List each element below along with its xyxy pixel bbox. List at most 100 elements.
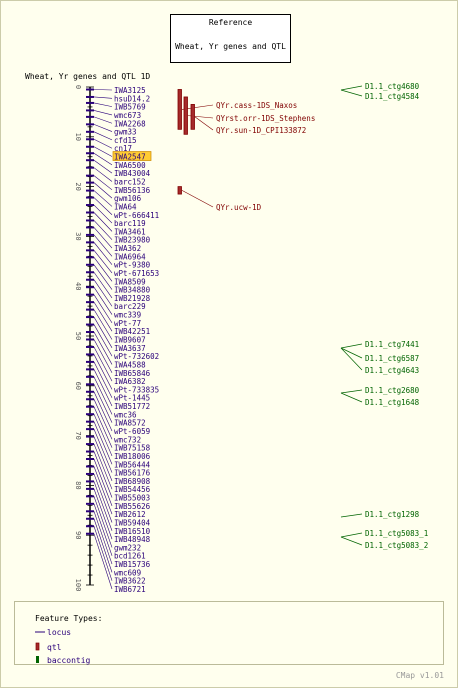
locus-label[interactable]: wPt-666411	[114, 211, 159, 220]
locus-label[interactable]: IWB59404	[114, 518, 151, 527]
reference-subtitle: Wheat, Yr genes and QTL	[175, 42, 286, 51]
locus-label[interactable]: IWB6721	[114, 585, 146, 594]
locus-label[interactable]: IWB18006	[114, 452, 151, 461]
contig-connector	[340, 89, 363, 97]
locus-label[interactable]: IWB56176	[114, 469, 151, 478]
locus-label[interactable]: IWB56444	[114, 460, 151, 469]
contig-label[interactable]: D1.1_ctg6587	[365, 354, 419, 363]
locus-connector	[93, 124, 113, 132]
qtl-label[interactable]: QYr.sun-1D_CPI133872	[216, 126, 306, 135]
locus-connector	[93, 110, 113, 116]
locus-label[interactable]: IWB5769	[114, 103, 146, 112]
locus-label[interactable]: IWB55626	[114, 502, 151, 511]
locus-label[interactable]: bcd1261	[114, 552, 146, 561]
locus-label[interactable]: wPt-732602	[114, 352, 159, 361]
axis-tick-label: 30	[74, 232, 82, 240]
locus-label[interactable]: IWA2268	[114, 119, 146, 128]
contig-label[interactable]: D1.1_ctg2680	[365, 386, 420, 395]
locus-connector	[93, 436, 113, 481]
map-axis: 0 10 20 30 40 50 60 70 80 90 100	[74, 85, 94, 591]
locus-label[interactable]: IWA6500	[114, 161, 146, 170]
locus-label[interactable]: IWB15736	[114, 560, 151, 569]
locus-label[interactable]: barc152	[114, 177, 146, 186]
locus-label[interactable]: IWB55003	[114, 494, 150, 503]
locus-label[interactable]: gwm33	[114, 128, 137, 137]
contig-connector	[340, 392, 363, 403]
locus-label[interactable]: IWB65846	[114, 369, 151, 378]
axis-tick-label: 60	[74, 382, 82, 390]
locus-label[interactable]: wmc609	[114, 568, 141, 577]
locus-label[interactable]: IWB68908	[114, 477, 151, 486]
locus-label[interactable]: IWB54456	[114, 485, 151, 494]
locus-connector	[93, 287, 113, 315]
reference-box[interactable]: Reference Wheat, Yr genes and QTL	[170, 14, 291, 63]
locus-label[interactable]: wPt-733835	[114, 385, 159, 394]
locus-label[interactable]: IWA8509	[114, 277, 146, 286]
contig-label[interactable]: D1.1_ctg5083_1	[365, 529, 428, 538]
contig-label[interactable]: D1.1_ctg4584	[365, 92, 420, 101]
locus-label[interactable]: wmc732	[114, 435, 141, 444]
locus-label[interactable]: wmc673	[114, 111, 141, 120]
qtl-bar[interactable]	[177, 89, 182, 130]
locus-label[interactable]: wPt-9380	[114, 261, 151, 270]
locus-label[interactable]: IWB21928	[114, 294, 151, 303]
qtl-bar[interactable]	[183, 96, 188, 135]
locus-label[interactable]: IWB43004	[114, 169, 151, 178]
contig-connector	[340, 347, 363, 371]
locus-label[interactable]: wPt-77	[114, 319, 141, 328]
locus-label[interactable]: wPt-1445	[114, 394, 150, 403]
locus-label[interactable]: gwm106	[114, 194, 142, 203]
locus-label[interactable]: wmc36	[114, 410, 137, 419]
contig-label[interactable]: D1.1_ctg1298	[365, 510, 420, 519]
locus-label[interactable]: IWA362	[114, 244, 141, 253]
locus-label[interactable]: IWA64	[114, 202, 137, 211]
locus-label[interactable]: IWA6382	[114, 377, 146, 386]
locus-label[interactable]: IWB42251	[114, 327, 150, 336]
locus-connector	[93, 369, 113, 407]
locus-label[interactable]: wPt-671653	[114, 269, 159, 278]
locus-label[interactable]: IWB48948	[114, 535, 151, 544]
locus-label[interactable]: IWB2612	[114, 510, 146, 519]
locus-label[interactable]: IWB56136	[114, 186, 151, 195]
locus-connector	[93, 339, 113, 373]
qtl-connector	[181, 190, 214, 208]
locus-label[interactable]: IWA3637	[114, 344, 146, 353]
axis-tick-label: 100	[74, 579, 82, 592]
locus-label[interactable]: hsuD14.2	[114, 94, 150, 103]
locus-label[interactable]: IWB16510	[114, 527, 151, 536]
locus-label[interactable]: wmc339	[114, 311, 141, 320]
locus-label[interactable]: cfd15	[114, 136, 137, 145]
contig-label[interactable]: D1.1_ctg4643	[365, 366, 419, 375]
locus-label[interactable]: IWA4588	[114, 360, 146, 369]
contig-label[interactable]: D1.1_ctg7441	[365, 340, 419, 349]
locus-label[interactable]: barc119	[114, 219, 146, 228]
locus-connector	[93, 488, 113, 540]
locus-label[interactable]: IWA8572	[114, 419, 146, 428]
locus-label[interactable]: IWA3461	[114, 227, 146, 236]
qtl-label[interactable]: QYrst.orr-1DS_Stephens	[216, 114, 315, 123]
locus-label[interactable]: IWA2547	[114, 153, 146, 162]
qtl-bar[interactable]	[177, 186, 182, 195]
locus-connector	[93, 496, 113, 548]
locus-label[interactable]: barc229	[114, 302, 146, 311]
cmap-version: CMap v1.01	[395, 671, 444, 680]
qtl-label[interactable]: QYr.cass-1DS_Naxos	[216, 101, 297, 110]
qtl-group: QYr.cass-1DS_Naxos QYrst.orr-1DS_Stephens…	[177, 89, 315, 212]
locus-label[interactable]: IWB51772	[114, 402, 150, 411]
locus-label[interactable]: IWB9607	[114, 336, 146, 345]
contig-label[interactable]: D1.1_ctg1648	[365, 398, 420, 407]
locus-label[interactable]: IWB34880	[114, 286, 151, 295]
contig-label[interactable]: D1.1_ctg4680	[365, 82, 420, 91]
locus-label[interactable]: IWB3622	[114, 577, 146, 586]
locus-label[interactable]: wPt-6059	[114, 427, 150, 436]
locus-label[interactable]: gwm232	[114, 543, 141, 552]
locus-label[interactable]: IWB23980	[114, 236, 151, 245]
locus-label[interactable]: IWB75158	[114, 444, 151, 453]
locus-label[interactable]: cn17	[114, 144, 132, 153]
qtl-bar[interactable]	[190, 104, 195, 130]
locus-label[interactable]: IWA6964	[114, 252, 146, 261]
locus-connector	[93, 159, 113, 174]
qtl-label[interactable]: QYr.ucw-1D	[216, 203, 262, 212]
locus-label[interactable]: IWA3125	[114, 86, 146, 95]
contig-label[interactable]: D1.1_ctg5083_2	[365, 541, 428, 550]
